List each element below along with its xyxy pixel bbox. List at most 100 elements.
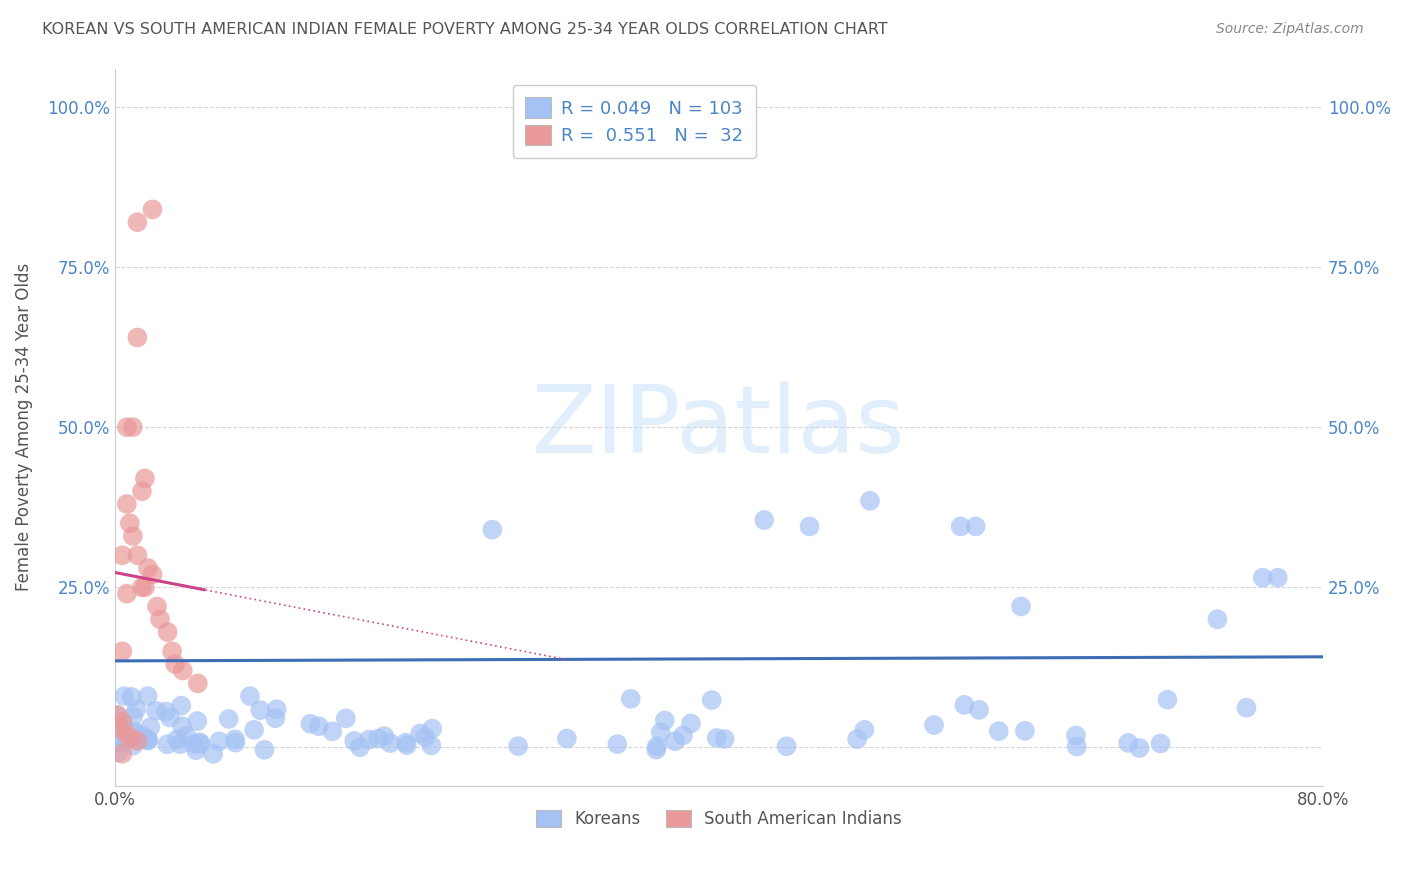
Point <box>706 731 728 745</box>
Point <box>679 716 702 731</box>
Point <box>775 739 797 754</box>
Point <box>987 724 1010 739</box>
Point <box>124 725 146 739</box>
Point <box>253 743 276 757</box>
Point <box>124 725 146 739</box>
Point <box>165 657 187 672</box>
Point <box>395 738 418 752</box>
Point <box>115 733 138 747</box>
Point <box>1064 729 1087 743</box>
Point <box>139 720 162 734</box>
Point <box>1116 736 1139 750</box>
Point <box>1206 612 1229 626</box>
Point <box>134 580 156 594</box>
Point <box>122 529 145 543</box>
Text: KOREAN VS SOUTH AMERICAN INDIAN FEMALE POVERTY AMONG 25-34 YEAR OLDS CORRELATION: KOREAN VS SOUTH AMERICAN INDIAN FEMALE P… <box>42 22 889 37</box>
Point <box>1267 571 1289 585</box>
Text: Source: ZipAtlas.com: Source: ZipAtlas.com <box>1216 22 1364 37</box>
Point <box>187 676 209 690</box>
Point <box>112 715 135 730</box>
Point <box>1014 723 1036 738</box>
Point <box>413 730 436 744</box>
Point <box>146 599 169 614</box>
Point <box>224 732 246 747</box>
Point <box>481 523 503 537</box>
Point <box>105 707 128 722</box>
Point <box>127 734 149 748</box>
Point <box>321 724 343 739</box>
Point <box>127 330 149 344</box>
Point <box>1149 737 1171 751</box>
Point <box>176 729 198 743</box>
Point <box>131 729 153 743</box>
Point <box>224 736 246 750</box>
Point <box>343 734 366 748</box>
Point <box>156 625 179 640</box>
Point <box>308 719 330 733</box>
Point <box>110 731 132 745</box>
Point <box>1251 571 1274 585</box>
Y-axis label: Female Poverty Among 25-34 Year Olds: Female Poverty Among 25-34 Year Olds <box>15 263 32 591</box>
Point <box>266 702 288 716</box>
Point <box>1236 700 1258 714</box>
Point <box>131 580 153 594</box>
Point <box>654 714 676 728</box>
Point <box>115 727 138 741</box>
Point <box>1128 741 1150 756</box>
Point <box>373 729 395 743</box>
Point <box>299 716 322 731</box>
Point <box>508 739 530 754</box>
Point <box>754 513 776 527</box>
Legend: Koreans, South American Indians: Koreans, South American Indians <box>530 804 908 835</box>
Point <box>202 747 225 761</box>
Point <box>136 689 159 703</box>
Point <box>650 725 672 739</box>
Point <box>141 567 163 582</box>
Point <box>1066 739 1088 754</box>
Point <box>799 519 821 533</box>
Point <box>122 739 145 753</box>
Point <box>115 420 138 434</box>
Point <box>188 735 211 749</box>
Point <box>645 739 668 754</box>
Point <box>672 729 695 743</box>
Point <box>155 705 177 719</box>
Point <box>141 202 163 217</box>
Point <box>122 709 145 723</box>
Point <box>184 743 207 757</box>
Point <box>125 702 148 716</box>
Point <box>118 731 141 745</box>
Point <box>166 732 188 747</box>
Point <box>606 737 628 751</box>
Point <box>115 587 138 601</box>
Point <box>170 698 193 713</box>
Point <box>135 731 157 746</box>
Point <box>172 664 194 678</box>
Point <box>190 737 212 751</box>
Point <box>953 698 976 712</box>
Point <box>122 420 145 434</box>
Point <box>853 723 876 737</box>
Point <box>239 689 262 703</box>
Point <box>136 733 159 747</box>
Point <box>136 561 159 575</box>
Point <box>131 484 153 499</box>
Point <box>409 726 432 740</box>
Point <box>186 714 208 728</box>
Point <box>395 736 418 750</box>
Point <box>367 731 389 746</box>
Point <box>127 548 149 562</box>
Point <box>620 691 643 706</box>
Point <box>420 739 443 753</box>
Point <box>149 612 172 626</box>
Point <box>159 710 181 724</box>
Point <box>1156 692 1178 706</box>
Point <box>1010 599 1032 614</box>
Point <box>138 732 160 747</box>
Point <box>160 644 183 658</box>
Point <box>208 734 231 748</box>
Point <box>555 731 578 746</box>
Point <box>922 718 945 732</box>
Point <box>264 711 287 725</box>
Text: ZIPatlas: ZIPatlas <box>531 381 905 473</box>
